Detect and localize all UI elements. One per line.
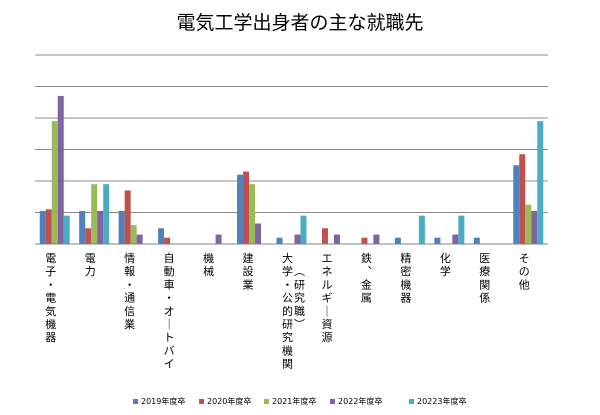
bar (394, 237, 401, 244)
bar (373, 234, 380, 244)
bar (39, 210, 46, 244)
bar (525, 204, 532, 244)
category-label: 鉄︑金属 (361, 251, 372, 305)
bar (79, 210, 86, 244)
legend-item: 2019年度卒 (133, 396, 185, 406)
category-label: 電力 (85, 252, 96, 278)
legend-item: 2020年度卒 (199, 396, 251, 406)
category-labels: 電子・電気機器 電力 情報・通信業 自動車・オ｜トバイ 機械 建設業 大学・公的研究機関︵研… (45, 251, 530, 371)
legend-label: 2022年度卒 (338, 396, 382, 406)
legend-label: 2021年度卒 (272, 396, 316, 406)
legend-swatch (330, 399, 335, 404)
bar (519, 154, 526, 244)
bar (418, 215, 425, 244)
category-label: 機械 (203, 251, 214, 278)
bar (63, 215, 70, 244)
bar (249, 184, 256, 244)
bar (57, 95, 64, 244)
bar (51, 121, 58, 244)
bar (158, 228, 165, 244)
bar (434, 237, 441, 244)
category-label: 自動車・オ｜トバイ (164, 252, 175, 371)
legend-item: 20223年度卒 (409, 396, 466, 406)
legend-item: 2021年度卒 (264, 396, 316, 406)
bar (45, 209, 52, 244)
legend-swatch (409, 399, 414, 404)
legend-swatch (133, 399, 138, 404)
bar (243, 171, 250, 244)
bar (85, 228, 92, 244)
category-label: 医療関係 (479, 252, 490, 305)
category-label: 建設業 (243, 251, 254, 291)
bar (255, 223, 262, 244)
legend-label: 20223年度卒 (417, 396, 466, 406)
bar (215, 234, 222, 244)
category-label: 大学・公的研究機関︵研究職︶ (282, 251, 305, 371)
bar (103, 184, 110, 244)
bar (118, 210, 125, 244)
category-label: 化学 (440, 251, 451, 278)
bar (97, 210, 104, 244)
category-label: 精密機器 (400, 252, 411, 305)
category-label: その他 (519, 252, 530, 291)
bar (333, 234, 340, 244)
gridlines (35, 54, 548, 213)
legend-swatch (264, 399, 269, 404)
bar (513, 165, 520, 244)
bar (300, 215, 307, 244)
bars (39, 95, 544, 244)
legend-label: 2020年度卒 (207, 396, 251, 406)
bar (130, 225, 137, 244)
legend: 2019年度卒 2020年度卒 2021年度卒 2022年度卒 20223年度卒 (133, 396, 466, 406)
legend-item: 2022年度卒 (330, 396, 382, 406)
category-label: 電子・電気機器 (45, 252, 56, 344)
bar (91, 184, 98, 244)
category-label: エネルギ｜資源 (321, 252, 332, 344)
legend-label: 2019年度卒 (141, 396, 185, 406)
chart-title: 電気工学出身者の主な就職先 (176, 12, 423, 34)
bar (458, 215, 465, 244)
bar (531, 210, 538, 244)
category-label: 情報・通信業 (124, 252, 135, 331)
bar (237, 174, 244, 244)
bar (361, 237, 368, 244)
bar (321, 228, 328, 244)
bar (452, 234, 459, 244)
bar (537, 121, 544, 244)
legend-swatch (199, 399, 204, 404)
bar (164, 237, 171, 244)
bar (294, 234, 301, 244)
bar (136, 234, 143, 244)
bar (124, 190, 131, 244)
bar (473, 237, 480, 244)
bar (276, 237, 283, 244)
